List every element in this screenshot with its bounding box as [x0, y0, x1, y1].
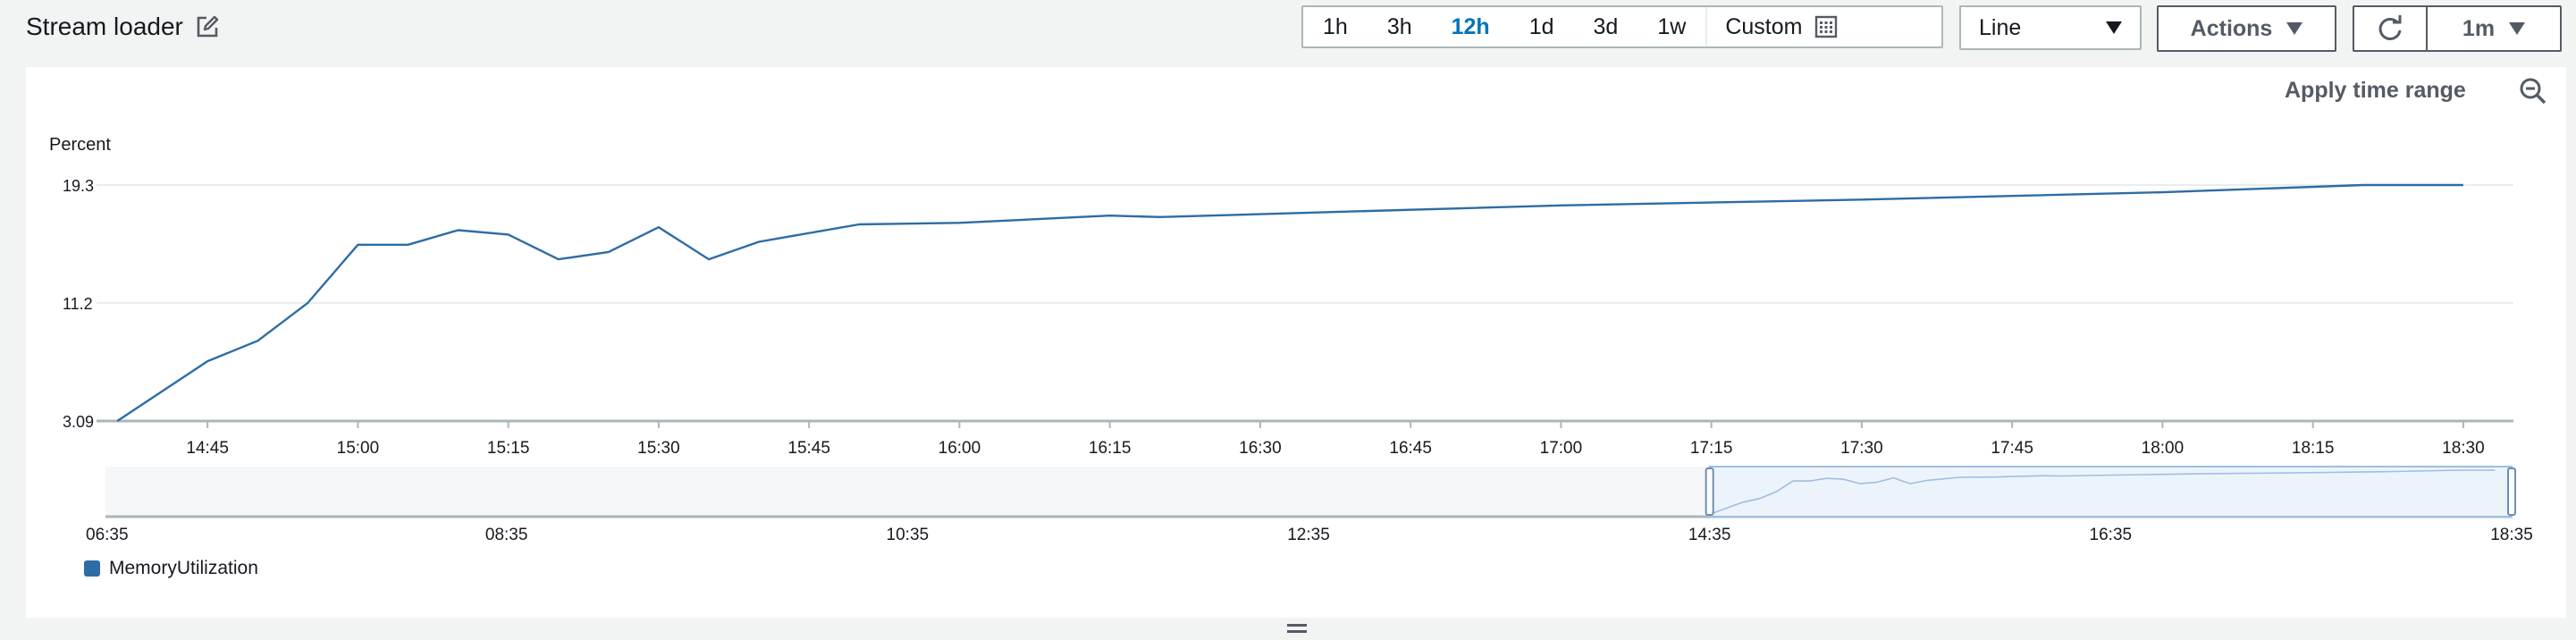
refresh-icon: [2378, 15, 2402, 40]
calendar-icon: [1814, 15, 1838, 38]
range-1h[interactable]: 1h: [1323, 13, 1348, 39]
edit-icon[interactable]: [196, 15, 219, 38]
interval-label: 1m: [2462, 15, 2496, 41]
zoom-out-icon[interactable]: [2519, 77, 2547, 105]
range-1w[interactable]: 1w: [1657, 13, 1687, 39]
widget-title: Stream loader: [26, 13, 183, 40]
caret-down-icon: [2509, 22, 2526, 35]
range-3d[interactable]: 3d: [1593, 13, 1619, 39]
caret-down-icon: [2286, 22, 2303, 35]
widget-title-area: Stream loader: [26, 13, 219, 41]
caret-down-icon: [2106, 21, 2122, 34]
chart-type-value: Line: [1979, 14, 2022, 40]
range-1d[interactable]: 1d: [1528, 13, 1554, 39]
apply-time-range-button[interactable]: Apply time range: [2285, 78, 2466, 103]
actions-label: Actions: [2190, 15, 2273, 41]
resize-handle-icon[interactable]: [1287, 624, 1307, 633]
range-3h[interactable]: 3h: [1386, 13, 1412, 39]
legend-label: MemoryUtilization: [109, 558, 258, 578]
range-custom[interactable]: Custom: [1705, 7, 1856, 46]
time-range-selector: 1h 3h 12h 1d 3d 1w Custom: [1301, 5, 1943, 48]
chart-type-select[interactable]: Line: [1959, 5, 2142, 50]
chart-legend: MemoryUtilization: [84, 558, 258, 579]
dashboard-toolbar: Stream loader 1h 3h 12h 1d 3d 1w Custom: [0, 0, 2576, 61]
custom-label: Custom: [1725, 13, 1803, 39]
chart-panel: [26, 67, 2566, 618]
legend-swatch[interactable]: [84, 560, 100, 577]
range-12h[interactable]: 12h: [1451, 13, 1490, 39]
refresh-button[interactable]: [2353, 5, 2428, 52]
refresh-interval-button[interactable]: 1m: [2426, 5, 2562, 52]
actions-button[interactable]: Actions: [2157, 5, 2336, 52]
